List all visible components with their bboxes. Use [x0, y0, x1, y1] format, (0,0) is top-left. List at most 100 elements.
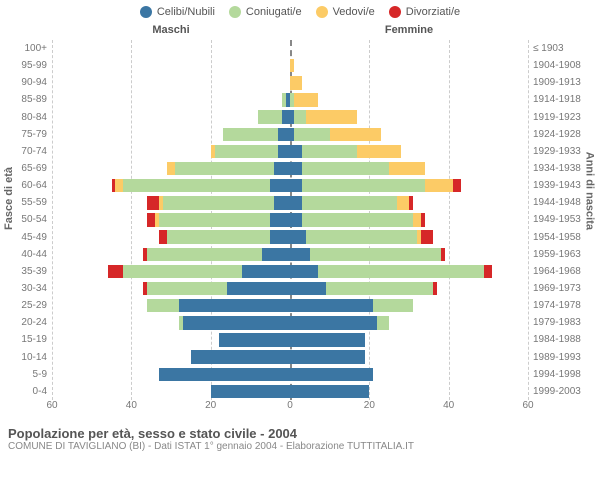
pyramid-row: 85-891914-1918 [8, 91, 592, 108]
pyramid-row: 55-591944-1948 [8, 194, 592, 211]
pyramid-row: 50-54 1949-1953 [8, 211, 592, 228]
segment [290, 230, 306, 243]
segment [306, 110, 358, 123]
bar-female [290, 349, 528, 366]
segment [223, 128, 279, 141]
year-label: 1979-1983 [528, 317, 592, 328]
bar-female [290, 280, 528, 297]
year-label: 1919-1923 [528, 112, 592, 123]
year-label: 1934-1938 [528, 163, 592, 174]
segment [302, 162, 389, 175]
segment [147, 299, 179, 312]
header-male: Maschi [52, 24, 290, 36]
segment [357, 145, 401, 158]
segment [306, 230, 417, 243]
pyramid-row: 75-791924-1928 [8, 126, 592, 143]
bar-male [52, 246, 290, 263]
plot-area: Fasce di età Anni di nascita 100+≤ 19039… [8, 40, 592, 420]
segment [373, 299, 413, 312]
bar-group [52, 143, 528, 160]
age-label: 80-84 [8, 112, 52, 123]
year-label: 1944-1948 [528, 197, 592, 208]
legend-swatch [316, 6, 328, 18]
segment [302, 179, 425, 192]
age-label: 60-64 [8, 180, 52, 191]
segment [290, 162, 302, 175]
bar-group [52, 229, 528, 246]
segment [302, 145, 358, 158]
age-label: 65-69 [8, 163, 52, 174]
bar-male [52, 349, 290, 366]
bar-male [52, 314, 290, 331]
bar-group [52, 297, 528, 314]
pyramid-row: 0-41999-2003 [8, 383, 592, 400]
bar-male [52, 57, 290, 74]
segment [302, 213, 413, 226]
segment [290, 385, 369, 398]
bar-female [290, 229, 528, 246]
bar-female [290, 246, 528, 263]
segment [290, 265, 318, 278]
year-label: 1989-1993 [528, 352, 592, 363]
segment [318, 265, 485, 278]
age-label: 95-99 [8, 60, 52, 71]
legend: Celibi/NubiliConiugati/eVedovi/eDivorzia… [8, 6, 592, 18]
bar-group [52, 246, 528, 263]
segment [290, 179, 302, 192]
bar-male [52, 160, 290, 177]
bar-group [52, 57, 528, 74]
bar-female [290, 263, 528, 280]
bar-group [52, 331, 528, 348]
age-label: 50-54 [8, 214, 52, 225]
segment [123, 265, 242, 278]
segment [211, 385, 290, 398]
segment [270, 213, 290, 226]
segment [274, 162, 290, 175]
bar-group [52, 91, 528, 108]
segment [433, 282, 437, 295]
bar-male [52, 109, 290, 126]
bar-group [52, 40, 528, 57]
bar-female [290, 143, 528, 160]
footer: Popolazione per età, sesso e stato civil… [8, 426, 592, 452]
segment [425, 179, 453, 192]
pyramid-row: 15-191984-1988 [8, 331, 592, 348]
bar-female [290, 109, 528, 126]
segment [397, 196, 409, 209]
segment [290, 350, 365, 363]
year-label: 1994-1998 [528, 369, 592, 380]
legend-label: Vedovi/e [333, 6, 375, 18]
bar-female [290, 314, 528, 331]
bar-female [290, 177, 528, 194]
bar-female [290, 74, 528, 91]
segment [147, 282, 226, 295]
year-label: ≤ 1903 [528, 43, 592, 54]
pyramid-row: 70-741929-1933 [8, 143, 592, 160]
bar-group [52, 263, 528, 280]
year-label: 1949-1953 [528, 214, 592, 225]
pyramid-row: 5-91994-1998 [8, 366, 592, 383]
segment [163, 196, 274, 209]
bar-female [290, 366, 528, 383]
bar-group [52, 177, 528, 194]
pyramid-row: 65-69 1934-1938 [8, 160, 592, 177]
bar-group [52, 194, 528, 211]
segment [282, 110, 290, 123]
x-tick-label: 40 [126, 400, 137, 411]
year-label: 1959-1963 [528, 249, 592, 260]
bar-male [52, 297, 290, 314]
segment [290, 368, 373, 381]
segment [191, 350, 290, 363]
segment [294, 128, 330, 141]
year-label: 1999-2003 [528, 386, 592, 397]
x-tick-label: 20 [205, 400, 216, 411]
bar-female [290, 211, 528, 228]
segment [147, 213, 155, 226]
bar-male [52, 366, 290, 383]
age-label: 25-29 [8, 300, 52, 311]
legend-swatch [389, 6, 401, 18]
bar-female [290, 57, 528, 74]
header-female: Femmine [290, 24, 528, 36]
bar-female [290, 160, 528, 177]
segment [290, 248, 310, 261]
